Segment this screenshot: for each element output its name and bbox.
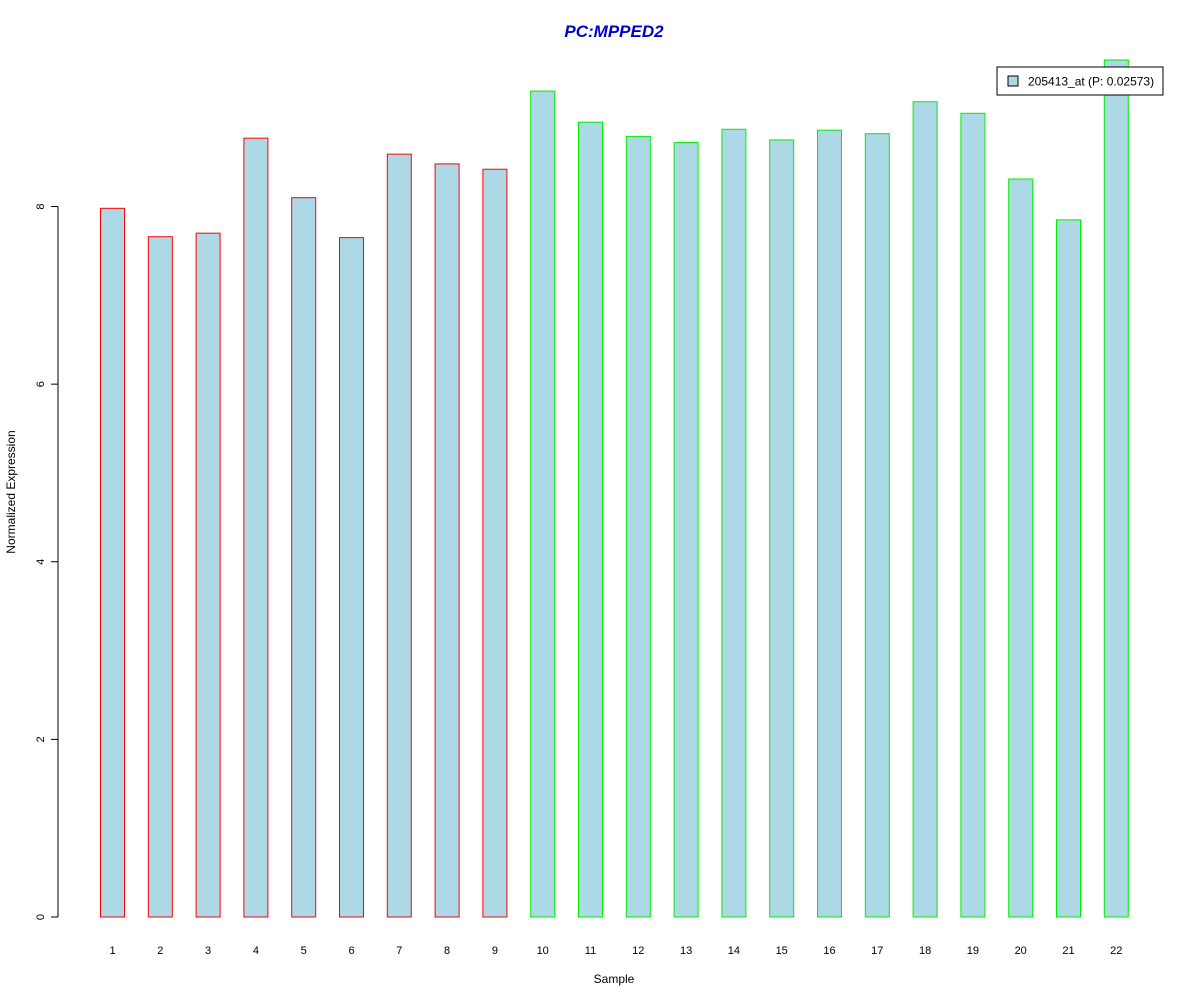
bar [1103, 59, 1129, 918]
x-tick-label: 5 [301, 945, 307, 957]
bar [578, 121, 603, 918]
bar [100, 207, 125, 918]
bar [1008, 178, 1034, 918]
bar [434, 163, 460, 918]
bar [1056, 219, 1081, 918]
bar [147, 236, 173, 918]
x-tick-label: 4 [253, 945, 259, 957]
bar [625, 135, 651, 918]
x-tick-label: 21 [1062, 945, 1074, 957]
x-axis-tick-labels: 1 2 3 4 5 6 7 8 9 10 11 12 13 14 15 16 17 18 19 20 21 22 [109, 945, 1122, 957]
bar [195, 232, 221, 918]
x-tick-label: 3 [205, 945, 211, 957]
y-axis: 0 2 4 6 8 [35, 203, 59, 920]
bar [912, 101, 938, 918]
x-tick-label: 16 [823, 945, 835, 957]
bar [673, 142, 699, 918]
bar [817, 129, 842, 918]
bar [243, 137, 269, 918]
chart-title: PC:MPPED2 [564, 22, 664, 41]
x-tick-label: 2 [157, 945, 163, 957]
y-tick-label: 6 [35, 381, 47, 387]
bar [291, 197, 317, 918]
y-tick-label: 2 [35, 736, 47, 742]
bar [960, 112, 986, 918]
bar [339, 237, 364, 918]
bar [386, 153, 412, 918]
x-tick-label: 9 [492, 945, 498, 957]
x-tick-label: 22 [1110, 945, 1122, 957]
x-tick-label: 18 [919, 945, 931, 957]
legend-box [996, 66, 1164, 96]
x-axis-label: Sample [594, 972, 635, 986]
legend-label: 205413_at (P: 0.02573) [1028, 75, 1154, 89]
x-tick-label: 10 [537, 945, 549, 957]
x-tick-label: 13 [680, 945, 692, 957]
x-tick-label: 6 [348, 945, 354, 957]
legend-swatch [1007, 75, 1019, 87]
x-tick-label: 12 [632, 945, 644, 957]
x-tick-label: 8 [444, 945, 450, 957]
x-tick-label: 20 [1015, 945, 1027, 957]
bar [721, 128, 747, 918]
x-tick-label: 17 [871, 945, 883, 957]
y-tick-label: 8 [35, 203, 47, 209]
x-tick-label: 19 [967, 945, 979, 957]
bar [530, 90, 556, 918]
x-tick-label: 7 [396, 945, 402, 957]
legend: 205413_at (P: 0.02573) [996, 66, 1164, 96]
y-axis-label: Normalized Expression [4, 430, 18, 553]
x-tick-label: 11 [585, 945, 596, 957]
y-tick-label: 0 [35, 914, 47, 920]
y-tick-label: 4 [35, 559, 47, 565]
x-tick-label: 1 [109, 945, 115, 957]
bars [100, 59, 1129, 918]
x-tick-label: 14 [728, 945, 740, 957]
bar [482, 168, 508, 918]
bar [769, 139, 795, 918]
x-tick-label: 15 [776, 945, 788, 957]
bar [864, 133, 890, 918]
